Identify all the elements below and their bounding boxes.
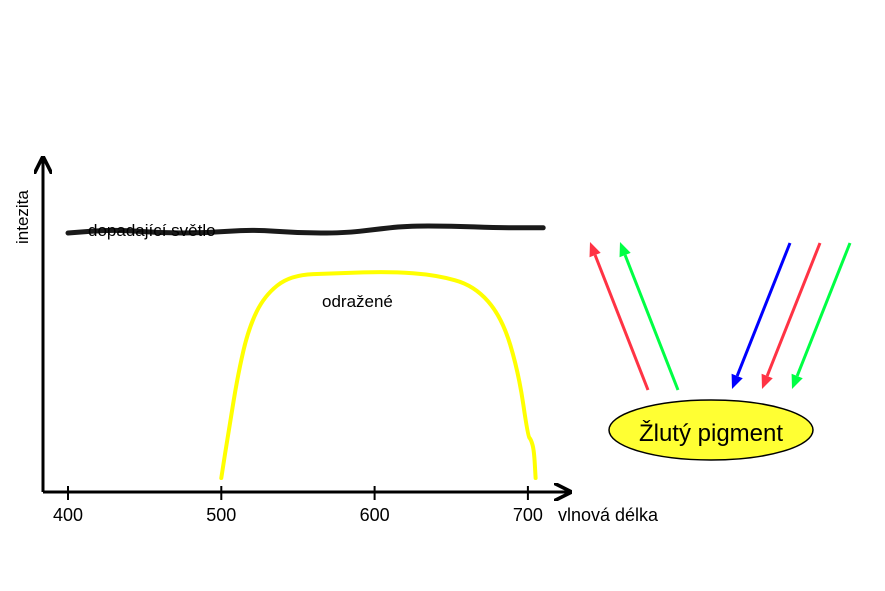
reflected-light-line <box>219 270 538 480</box>
x-tick-label: 500 <box>206 505 236 525</box>
series-label-incident: dopadající světlo <box>88 221 216 240</box>
y-axis-label: intezita <box>13 190 32 244</box>
light-arrows <box>589 242 852 391</box>
x-ticks: 400 500 600 700 <box>53 486 543 525</box>
pigment-illustration: Žlutý pigment <box>589 242 852 461</box>
yellow-pigment-ellipse <box>608 399 814 461</box>
reflected-light-arrow <box>589 242 650 391</box>
series-layer <box>65 223 546 480</box>
x-tick-label: 400 <box>53 505 83 525</box>
x-tick-label: 700 <box>513 505 543 525</box>
spectrum-chart: intezita vlnová délka 400 500 600 700 dopad… <box>13 158 659 525</box>
pigment-label: Žlutý pigment <box>639 420 783 447</box>
x-axis-label: vlnová délka <box>558 505 659 525</box>
incoming-light-arrow <box>761 242 822 389</box>
incident-light-line <box>65 223 546 236</box>
incoming-light-arrow <box>731 242 792 389</box>
series-label-reflected: odražené <box>322 292 393 311</box>
reflected-light-arrow <box>619 242 680 391</box>
x-tick-label: 600 <box>360 505 390 525</box>
incoming-light-arrow <box>791 242 852 389</box>
